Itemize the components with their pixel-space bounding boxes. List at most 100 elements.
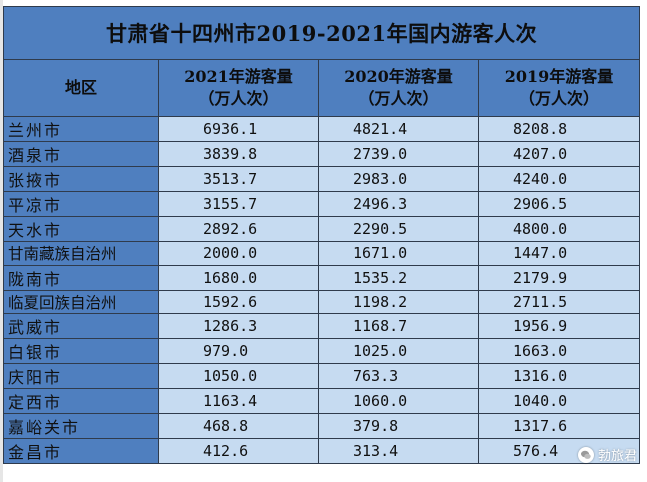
- value-text: 412.6: [203, 442, 249, 460]
- value-cell-y2019[interactable]: 4207.0: [477, 141, 641, 167]
- region-cell[interactable]: 金昌市: [3, 438, 159, 464]
- value-cell-y2020[interactable]: 1060.0: [318, 388, 479, 414]
- header-2020-line1: 2020年游客量: [344, 67, 453, 86]
- value-cell-y2020[interactable]: 1671.0: [318, 241, 479, 266]
- value-text: 1447.0: [513, 244, 568, 263]
- value-cell-y2021[interactable]: 412.6: [158, 438, 319, 464]
- value-cell-y2019[interactable]: 4800.0: [477, 216, 641, 242]
- sheet-edge: [0, 0, 3, 482]
- header-2020[interactable]: 2020年游客量 （万人次）: [318, 59, 479, 117]
- value-cell-y2020[interactable]: 4821.4: [318, 116, 479, 142]
- value-cell-y2020[interactable]: 2496.3: [318, 191, 479, 217]
- value-cell-y2020[interactable]: 763.3: [318, 363, 479, 389]
- table-row: 兰州市 6936.1 4821.4 8208.8: [3, 116, 641, 142]
- value-cell-y2019[interactable]: 2179.9: [477, 264, 641, 291]
- tourism-table: 甘肃省十四州市2019-2021年国内游客人次 地区 2021年游客量 （万人次…: [2, 6, 641, 464]
- value-cell-y2020[interactable]: 1168.7: [318, 313, 479, 339]
- value-text: 1050.0: [203, 367, 258, 385]
- value-text: 1316.0: [513, 367, 568, 385]
- value-text: 2739.0: [353, 145, 408, 163]
- value-cell-y2020[interactable]: 1025.0: [318, 338, 479, 364]
- table-row: 天水市 2892.6 2290.5 4800.0: [3, 216, 641, 242]
- value-text: 1680.0: [203, 268, 258, 287]
- value-cell-y2019[interactable]: 1040.0: [477, 388, 641, 414]
- region-cell[interactable]: 张掖市: [3, 166, 159, 192]
- value-cell-y2020[interactable]: 1535.2: [318, 264, 479, 291]
- value-cell-y2020[interactable]: 2983.0: [318, 166, 479, 192]
- value-text: 1163.4: [203, 392, 258, 410]
- value-cell-y2019[interactable]: 1317.6: [477, 413, 641, 439]
- header-2019[interactable]: 2019年游客量 （万人次）: [477, 59, 641, 117]
- value-cell-y2021[interactable]: 3155.7: [158, 191, 319, 217]
- value-cell-y2019[interactable]: 1956.9: [477, 313, 641, 339]
- region-cell[interactable]: 白银市: [3, 338, 159, 364]
- value-cell-y2019[interactable]: 1663.0: [477, 338, 641, 364]
- value-text: 1040.0: [513, 392, 568, 410]
- value-text: 4800.0: [513, 220, 568, 238]
- value-cell-y2021[interactable]: 2892.6: [158, 216, 319, 242]
- header-2019-line2: （万人次）: [519, 89, 600, 108]
- header-2021-line2: （万人次）: [198, 89, 279, 108]
- region-cell[interactable]: 兰州市: [3, 116, 159, 142]
- header-region[interactable]: 地区: [3, 59, 159, 117]
- value-cell-y2020[interactable]: 2290.5: [318, 216, 479, 242]
- value-text: 1168.7: [353, 317, 408, 335]
- region-cell[interactable]: 嘉峪关市: [3, 413, 159, 439]
- value-cell-y2021[interactable]: 1163.4: [158, 388, 319, 414]
- value-text: 3513.7: [203, 170, 258, 188]
- value-text: 379.8: [353, 417, 399, 435]
- region-cell[interactable]: 酒泉市: [3, 141, 159, 167]
- value-text: 3155.7: [203, 195, 258, 213]
- value-cell-y2019[interactable]: 2711.5: [477, 289, 641, 314]
- value-cell-y2021[interactable]: 979.0: [158, 338, 319, 364]
- table-title[interactable]: 甘肃省十四州市2019-2021年国内游客人次: [2, 6, 641, 60]
- value-cell-y2021[interactable]: 3839.8: [158, 141, 319, 167]
- header-region-label: 地区: [64, 78, 97, 97]
- value-text: 1592.6: [203, 292, 258, 311]
- value-text: 2892.6: [203, 220, 258, 238]
- value-text: 1198.2: [353, 292, 408, 311]
- value-text: 8208.8: [513, 120, 568, 138]
- value-text: 6936.1: [203, 120, 258, 138]
- header-2019-line1: 2019年游客量: [504, 67, 614, 86]
- value-text: 576.4: [513, 442, 559, 460]
- value-cell-y2020[interactable]: 2739.0: [318, 141, 479, 167]
- value-cell-y2020[interactable]: 1198.2: [318, 289, 479, 314]
- region-cell[interactable]: 天水市: [3, 216, 159, 242]
- region-cell[interactable]: 平凉市: [3, 191, 159, 217]
- header-2021[interactable]: 2021年游客量 （万人次）: [158, 59, 319, 117]
- value-cell-y2021[interactable]: 6936.1: [158, 116, 319, 142]
- value-cell-y2019[interactable]: 4240.0: [477, 166, 641, 192]
- value-text: 2496.3: [353, 195, 408, 213]
- region-cell[interactable]: 临夏回族自治州: [3, 289, 159, 314]
- value-cell-y2019[interactable]: 576.4: [477, 438, 641, 464]
- header-row: 地区 2021年游客量 （万人次） 2020年游客量 （万人次） 2019年游客…: [3, 59, 641, 117]
- region-cell[interactable]: 庆阳市: [3, 363, 159, 389]
- value-cell-y2021[interactable]: 3513.7: [158, 166, 319, 192]
- value-cell-y2021[interactable]: 1592.6: [158, 289, 319, 314]
- region-cell[interactable]: 定西市: [3, 388, 159, 414]
- table-row: 定西市 1163.4 1060.0 1040.0: [3, 388, 641, 414]
- value-text: 2711.5: [513, 292, 568, 311]
- value-cell-y2021[interactable]: 1286.3: [158, 313, 319, 339]
- value-cell-y2020[interactable]: 313.4: [318, 438, 479, 464]
- value-cell-y2019[interactable]: 1316.0: [477, 363, 641, 389]
- value-cell-y2021[interactable]: 468.8: [158, 413, 319, 439]
- region-cell[interactable]: 甘南藏族自治州: [3, 241, 159, 266]
- table-row: 临夏回族自治州 1592.6 1198.2 2711.5: [3, 289, 641, 314]
- value-cell-y2019[interactable]: 2906.5: [477, 191, 641, 217]
- value-cell-y2021[interactable]: 1680.0: [158, 264, 319, 291]
- watermark: 勃旅君: [577, 445, 637, 464]
- value-text: 2906.5: [513, 195, 568, 213]
- value-text: 1286.3: [203, 317, 258, 335]
- value-cell-y2021[interactable]: 2000.0: [158, 241, 319, 266]
- value-text: 1317.6: [513, 417, 568, 435]
- value-cell-y2019[interactable]: 1447.0: [477, 241, 641, 266]
- value-text: 1671.0: [353, 244, 408, 263]
- region-cell[interactable]: 陇南市: [3, 264, 159, 291]
- value-cell-y2021[interactable]: 1050.0: [158, 363, 319, 389]
- region-cell[interactable]: 武威市: [3, 313, 159, 339]
- value-cell-y2020[interactable]: 379.8: [318, 413, 479, 439]
- value-cell-y2019[interactable]: 8208.8: [477, 116, 641, 142]
